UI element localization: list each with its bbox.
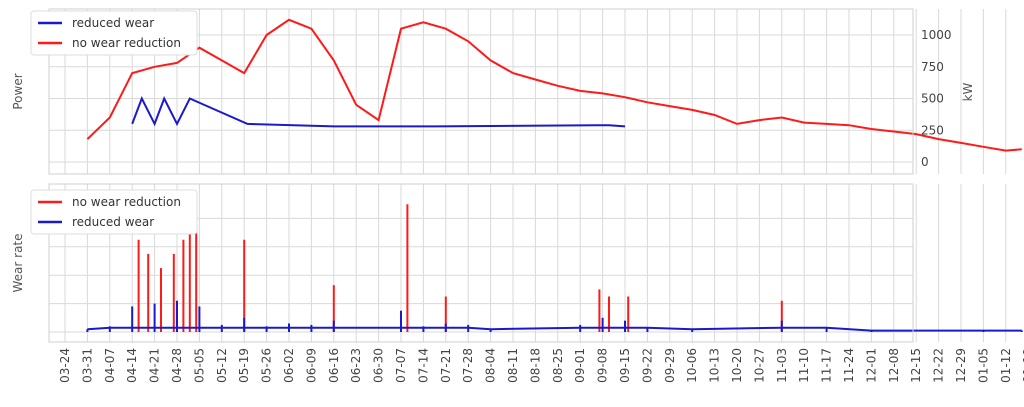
x-tick-label: 09-15 — [618, 348, 632, 383]
y-tick-label: 0 — [921, 155, 929, 169]
x-tick-label: 09-29 — [663, 348, 677, 383]
x-tick-labels: 03-24 03-31 04-07 04-14 04-21 04-28 05-05 05-12… — [58, 348, 1024, 383]
x-tick-label: 03-24 — [58, 348, 72, 383]
y-tick-label: 250 — [921, 123, 944, 137]
x-tick-label: 08-11 — [506, 348, 520, 383]
x-tick-label: 07-21 — [439, 348, 453, 383]
legend: no wear reduction reduced wear — [30, 189, 198, 235]
x-tick-label: 06-16 — [327, 348, 341, 383]
x-tick-label: 08-18 — [528, 348, 542, 383]
y-axis-label: Wear rate — [11, 233, 25, 292]
x-tick-label: 05-05 — [192, 348, 206, 383]
y-tick-label: 750 — [921, 60, 944, 74]
x-tick-label: 09-22 — [640, 348, 654, 383]
series-line-no-wear-reduction — [86, 18, 1022, 152]
x-tick-label: 05-26 — [260, 348, 274, 383]
x-tick-label: 04-28 — [170, 348, 184, 383]
x-tick-label: 04-21 — [148, 348, 162, 383]
x-tick-label: 09-08 — [596, 348, 610, 383]
power-panel: 0 250 500 750 1000 Power kW reduced wear no wear… — [11, 8, 1022, 175]
x-tick-label: 06-02 — [282, 348, 296, 383]
series-line-reduced-wear — [131, 96, 626, 128]
x-tick-label: 05-12 — [215, 348, 229, 383]
legend-label: no wear reduction — [72, 195, 181, 209]
x-tick-label: 03-31 — [80, 348, 94, 383]
plot-frame — [48, 8, 914, 175]
legend-label: reduced wear — [72, 16, 154, 30]
series-line-reduced-wear — [87, 326, 1022, 332]
x-tick-label: 06-30 — [372, 348, 386, 383]
x-tick-label: 06-23 — [349, 348, 363, 383]
x-tick-label: 12-01 — [864, 348, 878, 383]
x-tick-label: 11-17 — [820, 348, 834, 383]
x-tick-label: 01-05 — [976, 348, 990, 383]
x-tick-label: 10-20 — [730, 348, 744, 383]
x-tick-label: 01-19 — [1021, 348, 1024, 383]
y-axis-unit-label: kW — [961, 82, 975, 101]
x-tick-label: 12-22 — [932, 348, 946, 383]
x-tick-label: 12-29 — [954, 348, 968, 383]
y-axis-label: Power — [11, 73, 25, 109]
plot-frame — [48, 183, 914, 343]
x-tick-label: 10-06 — [685, 348, 699, 383]
y-tick-label: 1000 — [921, 28, 952, 42]
x-tick-label: 11-03 — [775, 348, 789, 383]
x-tick-label: 01-12 — [999, 348, 1013, 383]
x-tick-label: 10-13 — [708, 348, 722, 383]
x-tick-label: 08-25 — [551, 348, 565, 383]
x-tick-label: 12-08 — [887, 348, 901, 383]
x-tick-label: 10-27 — [752, 348, 766, 383]
x-tick-label: 07-28 — [461, 348, 475, 383]
y-tick-label: 500 — [921, 92, 944, 106]
x-tick-label: 05-19 — [237, 348, 251, 383]
legend-box — [30, 10, 198, 56]
legend: reduced wear no wear reduction — [30, 10, 198, 56]
x-tick-label: 04-14 — [125, 348, 139, 383]
x-tick-label: 07-07 — [394, 348, 408, 383]
x-tick-label: 09-01 — [573, 348, 587, 383]
x-tick-label: 12-15 — [909, 348, 923, 383]
legend-label: reduced wear — [72, 215, 154, 229]
x-tick-label: 04-07 — [103, 348, 117, 383]
x-tick-label: 11-10 — [797, 348, 811, 383]
x-tick-label: 06-09 — [304, 348, 318, 383]
legend-label: no wear reduction — [72, 36, 181, 50]
legend-box — [30, 189, 198, 235]
x-tick-label: 11-24 — [842, 348, 856, 383]
x-tick-label: 08-04 — [484, 348, 498, 383]
wear-rate-panel: Wear rate no wear reduction reduced wear — [11, 183, 1023, 343]
x-tick-label: 07-14 — [416, 348, 430, 383]
